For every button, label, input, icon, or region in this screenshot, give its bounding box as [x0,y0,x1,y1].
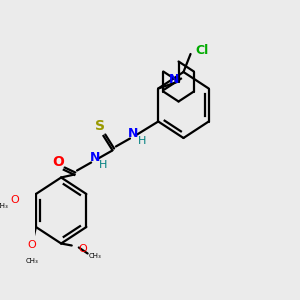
Text: CH₃: CH₃ [88,253,101,259]
Text: CH₃: CH₃ [0,203,9,209]
Text: Cl: Cl [195,44,208,56]
Text: N: N [169,73,179,86]
Text: N: N [128,127,139,140]
Text: O: O [52,155,64,170]
Text: N: N [89,151,100,164]
Text: H: H [99,160,108,170]
Text: O: O [78,244,87,254]
Text: O: O [27,240,36,250]
Text: H: H [138,136,146,146]
Text: S: S [95,119,105,134]
Text: O: O [11,195,19,205]
Text: CH₃: CH₃ [25,258,38,264]
